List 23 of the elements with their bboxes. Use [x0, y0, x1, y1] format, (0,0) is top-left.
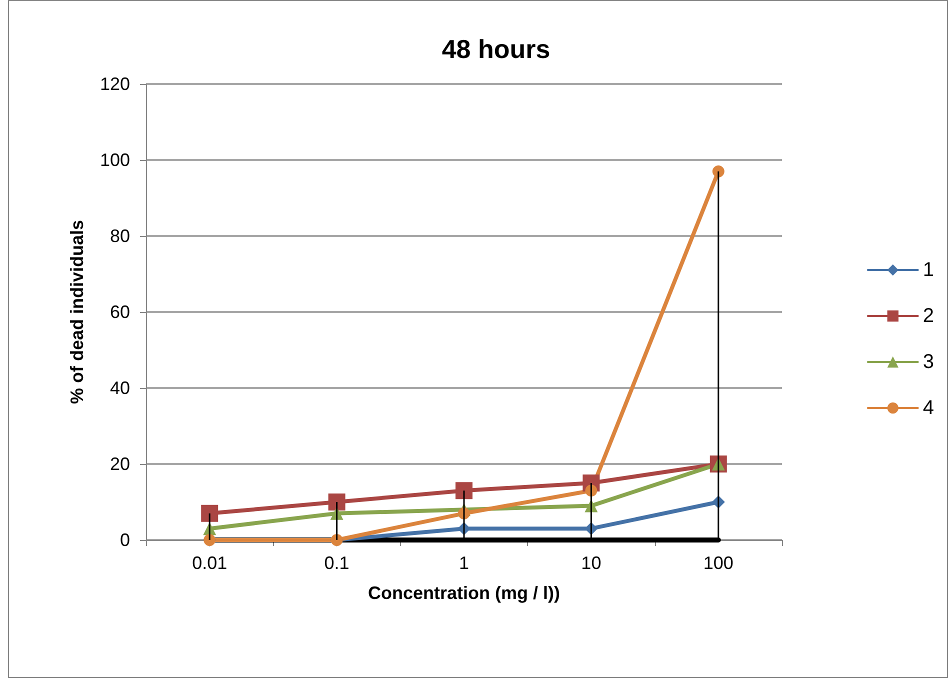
y-tick-label: 80: [110, 226, 130, 246]
x-tick-label: 100: [703, 553, 734, 573]
x-axis-title: Concentration (mg / l)): [368, 583, 560, 603]
y-tick-label: 20: [110, 454, 130, 474]
legend-label: 1: [922, 259, 934, 281]
y-tick-label: 100: [100, 150, 130, 170]
y-axis-title: % of dead individuals: [67, 220, 87, 404]
point: [201, 504, 218, 522]
chart-title: 48 hours: [442, 34, 550, 64]
x-tick-label: 0.1: [324, 553, 350, 573]
legend-label: 3: [922, 351, 934, 373]
x-tick-label: 1: [458, 553, 470, 573]
legend-label: 2: [922, 305, 934, 327]
y-tick-label: 60: [110, 302, 130, 322]
y-tick-label: 120: [100, 74, 130, 94]
point: [456, 482, 472, 500]
point: [328, 494, 346, 510]
legend-label: 4: [922, 397, 934, 419]
x-tick-label: 10: [581, 553, 602, 573]
y-tick-label: 40: [110, 378, 130, 398]
point: [712, 165, 724, 178]
x-tick-label: 0.01: [192, 553, 228, 573]
y-tick-label: 0: [120, 530, 130, 550]
